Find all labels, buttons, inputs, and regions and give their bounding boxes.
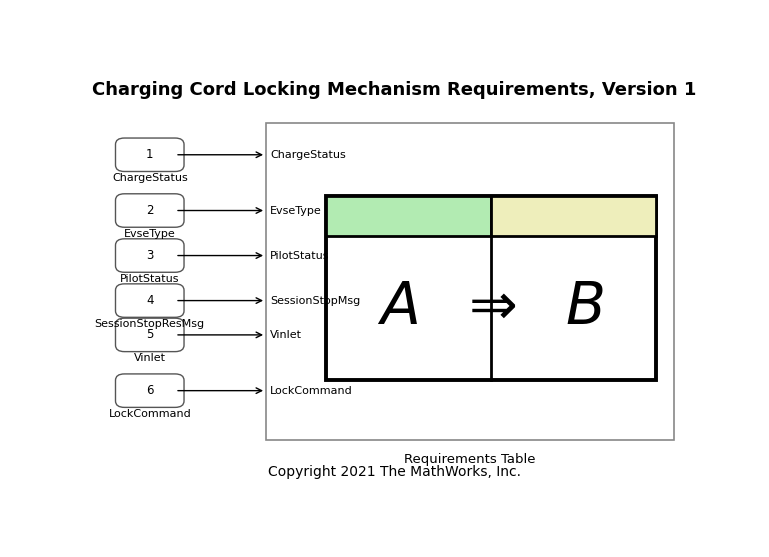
Text: 1: 1 xyxy=(146,148,154,162)
Text: Charging Cord Locking Mechanism Requirements, Version 1: Charging Cord Locking Mechanism Requirem… xyxy=(92,81,696,100)
Text: $\mathit{A}$  $\Rightarrow$  $\mathit{B}$: $\mathit{A}$ $\Rightarrow$ $\mathit{B}$ xyxy=(378,280,604,336)
Text: ChargeStatus: ChargeStatus xyxy=(270,150,346,160)
Text: SessionStopResMsg: SessionStopResMsg xyxy=(95,319,205,329)
Bar xyxy=(491,196,657,236)
FancyBboxPatch shape xyxy=(115,194,184,227)
Text: PilotStatus: PilotStatus xyxy=(270,251,330,261)
Text: EvseType: EvseType xyxy=(124,228,175,238)
FancyBboxPatch shape xyxy=(115,284,184,317)
Text: 5: 5 xyxy=(146,329,154,341)
Text: 6: 6 xyxy=(146,384,154,397)
Text: Vinlet: Vinlet xyxy=(270,330,302,340)
Text: LockCommand: LockCommand xyxy=(270,385,353,395)
Text: 3: 3 xyxy=(146,249,154,262)
Text: Requirements Table: Requirements Table xyxy=(404,453,536,466)
FancyBboxPatch shape xyxy=(115,374,184,407)
Text: ChargeStatus: ChargeStatus xyxy=(112,173,188,183)
FancyBboxPatch shape xyxy=(115,239,184,272)
Text: 4: 4 xyxy=(146,294,154,307)
Text: PilotStatus: PilotStatus xyxy=(120,273,179,284)
FancyBboxPatch shape xyxy=(115,138,184,172)
Text: LockCommand: LockCommand xyxy=(108,409,191,419)
Text: SessionStopMsg: SessionStopMsg xyxy=(270,296,361,306)
Text: Vinlet: Vinlet xyxy=(134,353,166,363)
Text: EvseType: EvseType xyxy=(270,206,322,216)
Bar xyxy=(325,196,491,236)
Text: Copyright 2021 The MathWorks, Inc.: Copyright 2021 The MathWorks, Inc. xyxy=(268,465,521,479)
FancyBboxPatch shape xyxy=(115,318,184,351)
Bar xyxy=(325,196,657,380)
Bar xyxy=(266,123,674,440)
Text: 2: 2 xyxy=(146,204,154,217)
